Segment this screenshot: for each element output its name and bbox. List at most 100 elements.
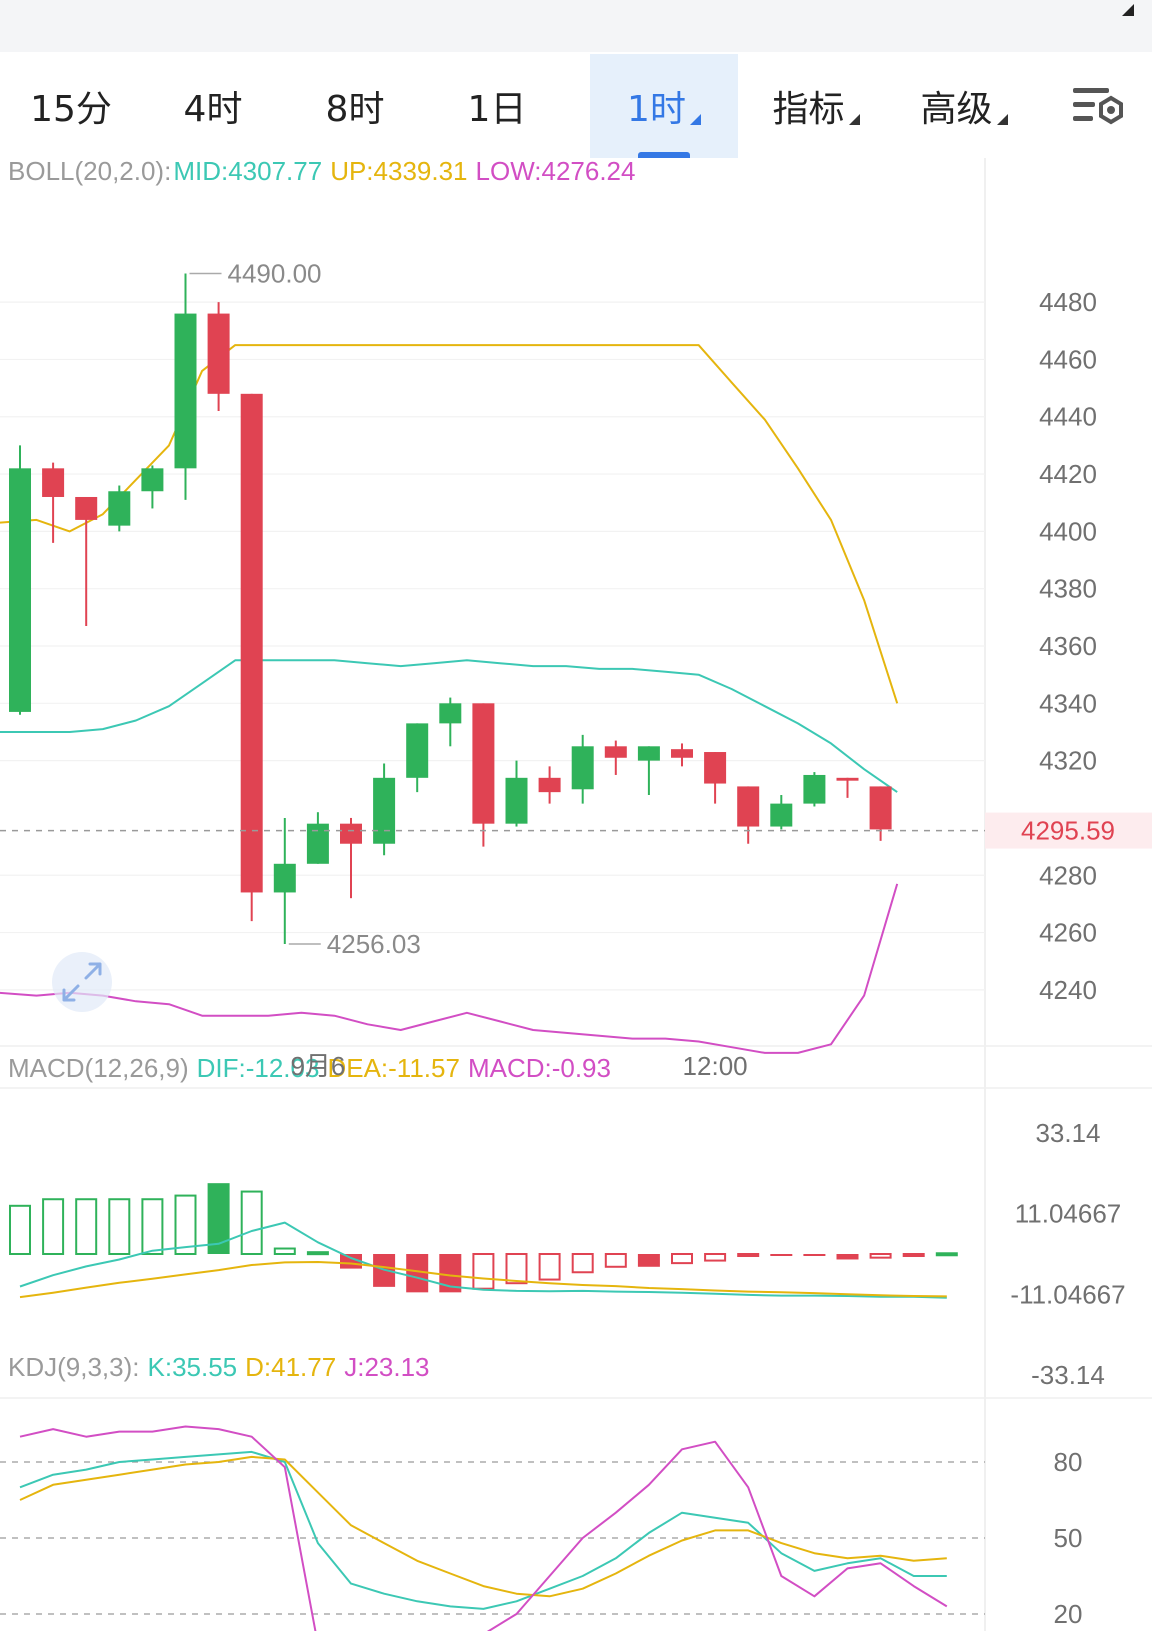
tab-8h[interactable]: 8时	[325, 89, 385, 130]
current-price-label: 4295.59	[1021, 816, 1115, 846]
macd-legend: MACD(12,26,9) DIF:-12.03 DEA:-11.57 MACD:-0…	[8, 1053, 619, 1084]
boll-mid-value: MID:4307.77	[173, 156, 323, 186]
candle-body	[439, 703, 462, 724]
macd-histogram-bar	[174, 1194, 197, 1256]
macd-tick-label: -33.14	[1031, 1360, 1105, 1390]
price-tick-label: 4280	[1039, 860, 1097, 890]
kdj-j-value: J:23.13	[344, 1352, 430, 1382]
tab-4h[interactable]: 4时	[183, 89, 243, 130]
macd-histogram-bar	[42, 1198, 65, 1255]
low-price-label: 4256.03	[327, 929, 421, 959]
tab-15min[interactable]: 15分	[30, 89, 112, 130]
boll-legend: BOLL(20,2.0):MID:4307.77 UP:4339.31 LOW:42…	[8, 156, 643, 187]
corner-triangle-icon	[1122, 4, 1134, 16]
macd-histogram-bar	[902, 1253, 925, 1257]
candle-body	[637, 746, 660, 761]
kdj-tick-label: 20	[1054, 1599, 1083, 1629]
price-tick-label: 4440	[1039, 402, 1097, 432]
boll-lower-band	[0, 883, 899, 1054]
tab-1h[interactable]: 1时	[590, 54, 738, 158]
macd-legend-label: MACD(12,26,9)	[8, 1053, 189, 1083]
price-tick-label: 4480	[1039, 287, 1097, 317]
candle-body	[108, 491, 131, 526]
kdj-tick-label: 80	[1054, 1447, 1083, 1477]
macd-histogram-bar	[108, 1198, 131, 1255]
active-tab-indicator	[638, 152, 690, 158]
macd-dea-value: DEA:-11.57	[327, 1053, 460, 1083]
candle-body	[869, 786, 892, 830]
chart-settings-button[interactable]	[1046, 54, 1152, 158]
candle-body	[306, 823, 329, 864]
macd-histogram-bar	[836, 1254, 859, 1260]
boll-up-value: UP:4339.31	[330, 156, 468, 186]
candle-body	[671, 749, 693, 758]
candle-body	[472, 703, 495, 824]
kdj-d-line	[19, 1455, 947, 1598]
macd-histogram-bar	[240, 1190, 263, 1255]
macd-hist-value: MACD:-0.93	[467, 1053, 611, 1083]
macd-tick-label: -11.04667	[1010, 1279, 1125, 1309]
price-tick-label: 4380	[1039, 574, 1097, 604]
candle-body	[803, 774, 826, 804]
macd-histogram-bar	[869, 1253, 892, 1259]
candle-body	[406, 723, 429, 778]
price-tick-label: 4340	[1039, 688, 1097, 718]
candle-body	[207, 313, 230, 394]
expand-chart-button[interactable]	[52, 952, 112, 1012]
macd-dif-line	[19, 1221, 947, 1299]
macd-histogram-bar	[671, 1253, 693, 1265]
tab-1d[interactable]: 1日	[467, 89, 527, 130]
time-axis-label: 9月6	[290, 1051, 345, 1081]
price-tick-label: 4400	[1039, 516, 1097, 546]
kdj-k-line	[19, 1450, 947, 1610]
macd-histogram-bar	[472, 1253, 495, 1290]
price-tick-label: 4320	[1039, 746, 1097, 776]
macd-histogram-bar	[571, 1253, 594, 1274]
candle-body	[505, 777, 528, 824]
high-price-label: 4490.00	[228, 258, 322, 288]
candle-body	[9, 468, 31, 712]
macd-tick-label: 33.14	[1035, 1118, 1100, 1148]
dropdown-triangle-icon	[848, 113, 860, 125]
macd-histogram-bar	[141, 1198, 164, 1255]
kdj-d-value: D:41.77	[245, 1352, 337, 1382]
macd-histogram-bar	[803, 1254, 826, 1256]
candle-body	[75, 496, 98, 520]
candle-body	[273, 863, 296, 893]
kdj-tick-label: 50	[1054, 1523, 1083, 1553]
candle-body	[141, 468, 164, 492]
price-tick-label: 4460	[1039, 344, 1097, 374]
kdj-k-value: K:35.55	[147, 1352, 238, 1382]
boll-upper-band	[0, 344, 899, 704]
candle-body	[538, 777, 561, 793]
kdj-legend: KDJ(9,3,3): K:35.55 D:41.77 J:23.13	[8, 1352, 438, 1383]
macd-histogram-bar	[439, 1254, 462, 1293]
macd-histogram-bar	[9, 1204, 31, 1255]
macd-histogram-bar	[770, 1254, 793, 1256]
macd-histogram-bar	[273, 1247, 296, 1255]
candle-body	[340, 823, 362, 844]
candle-body	[373, 777, 396, 844]
kline-chart[interactable]: 4480 4460 4440 4420 4400 4380 4360 4340 4320 4280…	[0, 158, 1152, 1631]
time-axis-label: 12:00	[683, 1051, 748, 1081]
kdj-legend-label: KDJ(9,3,3):	[8, 1352, 140, 1382]
macd-histogram-bar	[207, 1183, 230, 1254]
candle-body	[604, 746, 627, 758]
price-tick-label: 4240	[1039, 975, 1097, 1005]
candle-body	[836, 777, 859, 781]
price-tick-label: 4360	[1039, 631, 1097, 661]
macd-tick-label: 11.04667	[1015, 1199, 1122, 1229]
current-price-badge	[985, 812, 1152, 849]
candle-body	[770, 803, 793, 827]
macd-histogram-bar	[505, 1253, 528, 1285]
macd-dif-value: DIF:-12.03	[196, 1053, 320, 1083]
price-tick-label: 4260	[1039, 918, 1097, 948]
macd-histogram-bar	[935, 1252, 958, 1257]
dropdown-triangle-icon	[689, 113, 701, 125]
tab-indicators[interactable]: 指标	[742, 54, 890, 158]
boll-legend-label: BOLL(20,2.0):	[8, 156, 172, 186]
macd-histogram-bar	[306, 1251, 329, 1256]
tab-advanced[interactable]: 高级	[890, 54, 1038, 158]
top-strip	[0, 0, 1152, 52]
kdj-j-line	[19, 1425, 948, 1631]
